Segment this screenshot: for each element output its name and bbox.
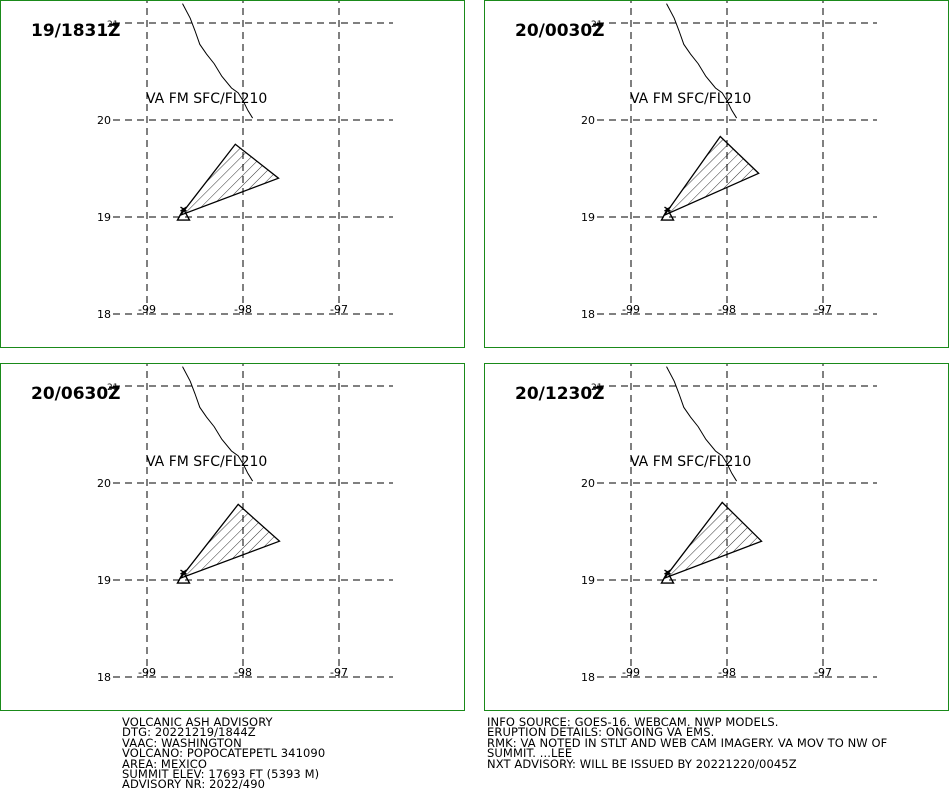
lon-tick-label: -98 [718,303,736,316]
lat-tick-label: 21 [591,20,602,30]
map-1: 18 19 20 21 -99 -98 -97 19/1831Z VA FM SFC/FL210 [31,1,393,321]
area-line: AREA: MEXICO [122,756,208,771]
advisory-line: VOLCANIC ASH ADVISORY [122,715,273,729]
lon-tick-label: -98 [718,666,736,679]
forecast-panel-4: 18 19 20 21 -99 -98 -97 20/1230Z VA FM SFC/FL210 [484,363,949,711]
remarks-line-1: RMK: VA NOTED IN STLT AND WEB CAM IMAGER… [487,735,888,750]
ash-cloud-polygon [178,143,280,217]
volcano-x-icon [664,206,671,212]
lat-tick-label: 18 [581,308,595,321]
forecast-time-label: 20/1230Z [515,384,605,404]
volcano-x-icon [180,569,187,575]
coastline [182,3,254,119]
eruption-details-line: ERUPTION DETAILS: ONGOING VA EMS. [487,725,715,740]
lon-tick-label: -97 [330,303,348,316]
lon-tick-label: -98 [234,666,252,679]
volcano-triangle-icon [176,570,191,584]
lat-tick-label: 18 [97,308,111,321]
lon-tick-label: -99 [622,303,640,316]
volcano-triangle-icon [660,570,675,584]
forecast-panel-2: 18 19 20 21 -99 -98 -97 20/0030Z VA FM SFC/FL210 [484,0,949,348]
volcano-x-icon [664,569,671,575]
ash-cloud-polygon [662,501,763,580]
lat-tick-label: 19 [97,211,111,224]
advisory-header-text: VOLCANIC ASH ADVISORY DTG: 20221219/1844… [122,715,326,792]
ash-level-label: VA FM SFC/FL210 [630,454,751,470]
lat-tick-label: 21 [107,383,118,393]
ash-cloud-polygon [178,503,281,580]
lon-tick-label: -98 [234,303,252,316]
lat-tick-label: 20 [581,114,595,127]
forecast-time-label: 19/1831Z [31,21,121,41]
ash-level-label: VA FM SFC/FL210 [146,91,267,107]
lon-tick-label: -99 [138,666,156,679]
remarks-line-2: SUMMIT. ...LEE [487,746,573,761]
ash-level-label: VA FM SFC/FL210 [146,454,267,470]
map-3: 18 19 20 21 -99 -98 -97 20/0630Z VA FM SFC/FL210 [31,364,393,684]
info-source-line: INFO SOURCE: GOES-16. WEBCAM. NWP MODELS… [487,715,779,729]
volcano-x-icon [180,206,187,212]
lat-tick-label: 20 [97,477,111,490]
lat-tick-label: 20 [97,114,111,127]
lat-tick-label: 19 [581,574,595,587]
lat-tick-label: 21 [107,20,118,30]
lat-tick-label: 18 [97,671,111,684]
lon-tick-label: -97 [330,666,348,679]
lon-tick-label: -99 [138,303,156,316]
next-advisory-line: NXT ADVISORY: WILL BE ISSUED BY 20221220… [487,756,797,771]
dtg-line: DTG: 20221219/1844Z [122,725,256,740]
lat-tick-label: 18 [581,671,595,684]
advisory-nr-line: ADVISORY NR: 2022/490 [122,777,266,792]
forecast-panel-1: 18 19 20 21 -99 -98 -97 19/1831Z VA FM SFC/FL210 [0,0,465,348]
volcano-triangle-icon [176,207,191,221]
volcano-line: VOLCANO: POPOCATEPETL 341090 [122,746,326,761]
summit-elev-line: SUMMIT ELEV: 17693 FT (5393 M) [122,766,320,781]
lon-tick-label: -99 [622,666,640,679]
coastline [666,3,738,119]
advisory-details-text: INFO SOURCE: GOES-16. WEBCAM. NWP MODELS… [487,715,888,771]
lat-tick-label: 21 [591,383,602,393]
map-2: 18 19 20 21 -99 -98 -97 20/0030Z VA FM SFC/FL210 [515,1,877,321]
lon-tick-label: -97 [814,666,832,679]
lon-tick-label: -97 [814,303,832,316]
coastline [666,366,738,482]
ash-cloud-polygon [662,135,760,217]
lat-tick-label: 19 [581,211,595,224]
lat-tick-label: 20 [581,477,595,490]
vaac-line: VAAC: WASHINGTON [122,735,242,750]
volcano-triangle-icon [660,207,675,221]
coastline [182,366,254,482]
lat-tick-label: 19 [97,574,111,587]
forecast-time-label: 20/0030Z [515,21,605,41]
forecast-time-label: 20/0630Z [31,384,121,404]
ash-level-label: VA FM SFC/FL210 [630,91,751,107]
map-4: 18 19 20 21 -99 -98 -97 20/1230Z VA FM SFC/FL210 [515,364,877,684]
forecast-panel-3: 18 19 20 21 -99 -98 -97 20/0630Z VA FM SFC/FL210 [0,363,465,711]
